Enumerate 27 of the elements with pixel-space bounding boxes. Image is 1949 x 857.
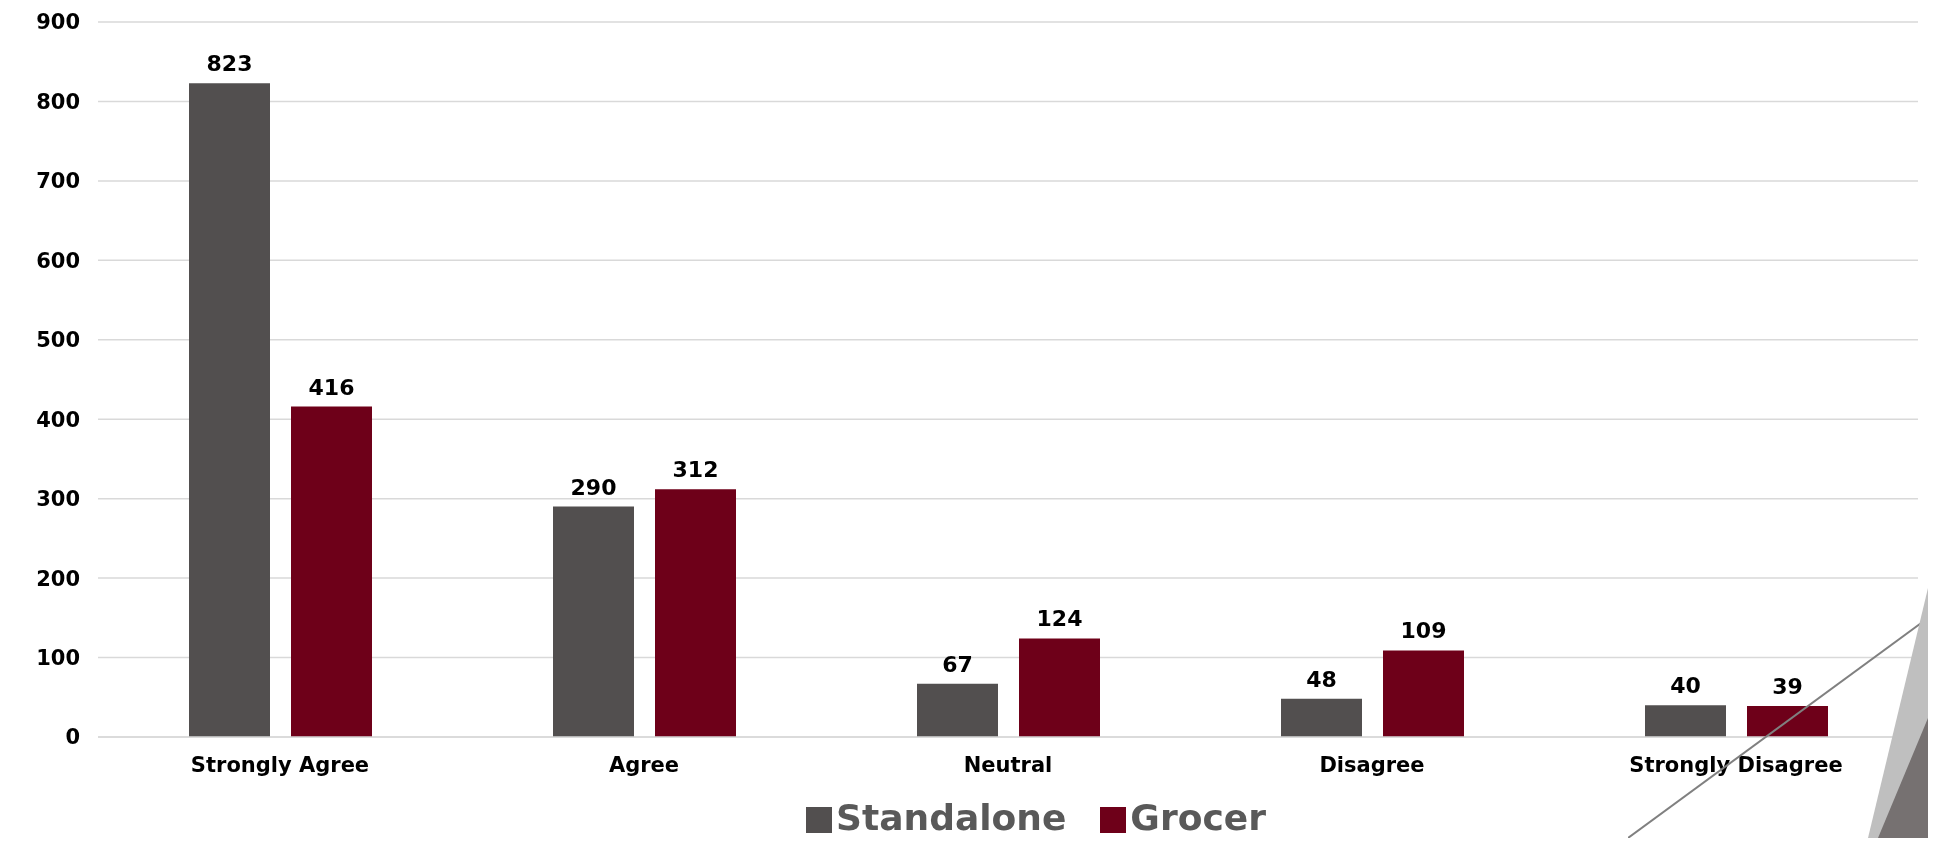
x-tick-label: Strongly Disagree [1629,752,1843,777]
x-tick-label: Strongly Agree [190,752,370,777]
data-label: 39 [1772,674,1803,700]
legend-label: Grocer [1130,797,1266,838]
y-tick-label: 900 [36,10,80,35]
data-label: 823 [206,51,253,77]
data-label: 109 [1400,618,1447,644]
x-tick-label: Agree [608,752,680,777]
data-label: 40 [1670,673,1701,699]
y-tick-label: 0 [65,725,80,750]
data-label: 416 [308,374,355,400]
data-label: 290 [570,474,617,500]
y-tick-label: 400 [36,407,80,432]
data-label: 124 [1036,606,1083,632]
x-tick-label: Disagree [1319,752,1425,777]
y-tick-label: 500 [36,328,80,353]
legend-label: Standalone [836,797,1067,838]
data-label: 67 [942,651,973,677]
x-tick-label: Neutral [963,752,1053,777]
y-tick-label: 600 [36,248,80,273]
y-tick-label: 700 [36,169,80,194]
y-tick-label: 100 [36,646,80,671]
data-label: 48 [1306,666,1337,692]
y-tick-label: 300 [36,487,80,512]
data-label: 312 [672,457,719,483]
y-tick-label: 200 [36,566,80,591]
y-tick-label: 800 [36,89,80,114]
